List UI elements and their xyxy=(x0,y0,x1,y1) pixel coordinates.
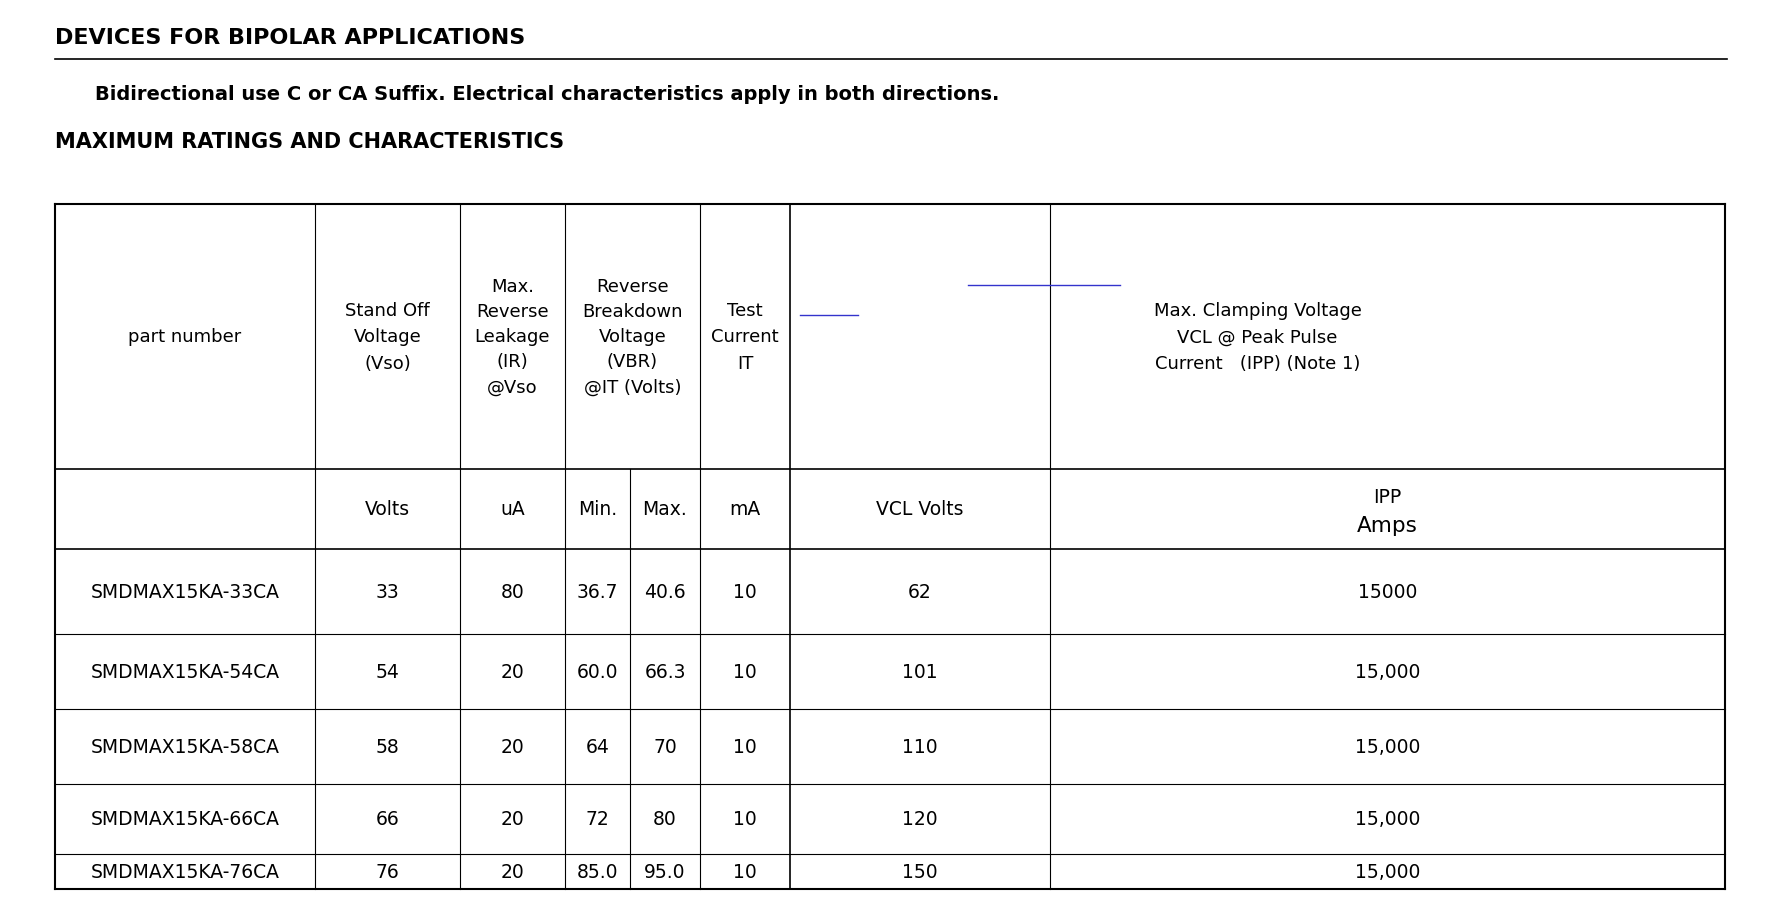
Text: Max.
Reverse
Leakage
(IR)
@Vso: Max. Reverse Leakage (IR) @Vso xyxy=(474,278,551,396)
Text: 15000: 15000 xyxy=(1358,582,1418,601)
Text: 66.3: 66.3 xyxy=(645,662,686,681)
Text: 15,000: 15,000 xyxy=(1354,662,1420,681)
Text: 20: 20 xyxy=(501,862,524,881)
Text: 36.7: 36.7 xyxy=(578,582,618,601)
Text: DEVICES FOR BIPOLAR APPLICATIONS: DEVICES FOR BIPOLAR APPLICATIONS xyxy=(55,28,526,48)
Text: 64: 64 xyxy=(586,737,610,756)
Text: 54: 54 xyxy=(375,662,400,681)
Text: 58: 58 xyxy=(375,737,400,756)
Text: Amps: Amps xyxy=(1358,516,1418,536)
Text: SMDMAX15KA-33CA: SMDMAX15KA-33CA xyxy=(91,582,279,601)
Text: 15,000: 15,000 xyxy=(1354,862,1420,881)
Text: Min.: Min. xyxy=(578,500,617,519)
Text: 20: 20 xyxy=(501,810,524,829)
Text: 10: 10 xyxy=(734,662,757,681)
Text: 33: 33 xyxy=(375,582,400,601)
Text: 72: 72 xyxy=(586,810,610,829)
Text: Test
Current
IT: Test Current IT xyxy=(711,302,778,373)
Text: VCL Volts: VCL Volts xyxy=(876,500,963,519)
Text: 101: 101 xyxy=(903,662,938,681)
Text: 20: 20 xyxy=(501,737,524,756)
Text: SMDMAX15KA-58CA: SMDMAX15KA-58CA xyxy=(91,737,279,756)
Text: 150: 150 xyxy=(903,862,938,881)
Text: 10: 10 xyxy=(734,737,757,756)
Text: 15,000: 15,000 xyxy=(1354,737,1420,756)
Text: Bidirectional use C or CA Suffix. Electrical characteristics apply in both direc: Bidirectional use C or CA Suffix. Electr… xyxy=(94,85,999,104)
Text: 80: 80 xyxy=(654,810,677,829)
Text: mA: mA xyxy=(729,500,761,519)
Text: 70: 70 xyxy=(654,737,677,756)
Text: Stand Off
Voltage
(Vso): Stand Off Voltage (Vso) xyxy=(345,302,430,373)
Text: 120: 120 xyxy=(903,810,938,829)
Text: Reverse
Breakdown
Voltage
(VBR)
@IT (Volts): Reverse Breakdown Voltage (VBR) @IT (Vol… xyxy=(583,278,682,396)
Text: part number: part number xyxy=(128,328,242,346)
Text: 66: 66 xyxy=(375,810,400,829)
Text: Max. Clamping Voltage
VCL @ Peak Pulse
Current   (IPP) (Note 1): Max. Clamping Voltage VCL @ Peak Pulse C… xyxy=(1153,302,1361,373)
Text: 95.0: 95.0 xyxy=(645,862,686,881)
Text: 20: 20 xyxy=(501,662,524,681)
Text: 10: 10 xyxy=(734,582,757,601)
Text: MAXIMUM RATINGS AND CHARACTERISTICS: MAXIMUM RATINGS AND CHARACTERISTICS xyxy=(55,132,563,152)
Text: SMDMAX15KA-54CA: SMDMAX15KA-54CA xyxy=(91,662,279,681)
Text: 110: 110 xyxy=(903,737,938,756)
Text: Max.: Max. xyxy=(643,500,688,519)
Text: 85.0: 85.0 xyxy=(578,862,618,881)
Text: 15,000: 15,000 xyxy=(1354,810,1420,829)
Text: 62: 62 xyxy=(908,582,931,601)
Text: 40.6: 40.6 xyxy=(645,582,686,601)
Text: SMDMAX15KA-76CA: SMDMAX15KA-76CA xyxy=(91,862,279,881)
Text: 76: 76 xyxy=(375,862,400,881)
Text: 60.0: 60.0 xyxy=(578,662,618,681)
Text: uA: uA xyxy=(499,500,524,519)
Text: IPP: IPP xyxy=(1374,488,1402,507)
Text: 80: 80 xyxy=(501,582,524,601)
Text: Volts: Volts xyxy=(364,500,410,519)
Text: 10: 10 xyxy=(734,810,757,829)
Text: 10: 10 xyxy=(734,862,757,881)
Text: SMDMAX15KA-66CA: SMDMAX15KA-66CA xyxy=(91,810,279,829)
